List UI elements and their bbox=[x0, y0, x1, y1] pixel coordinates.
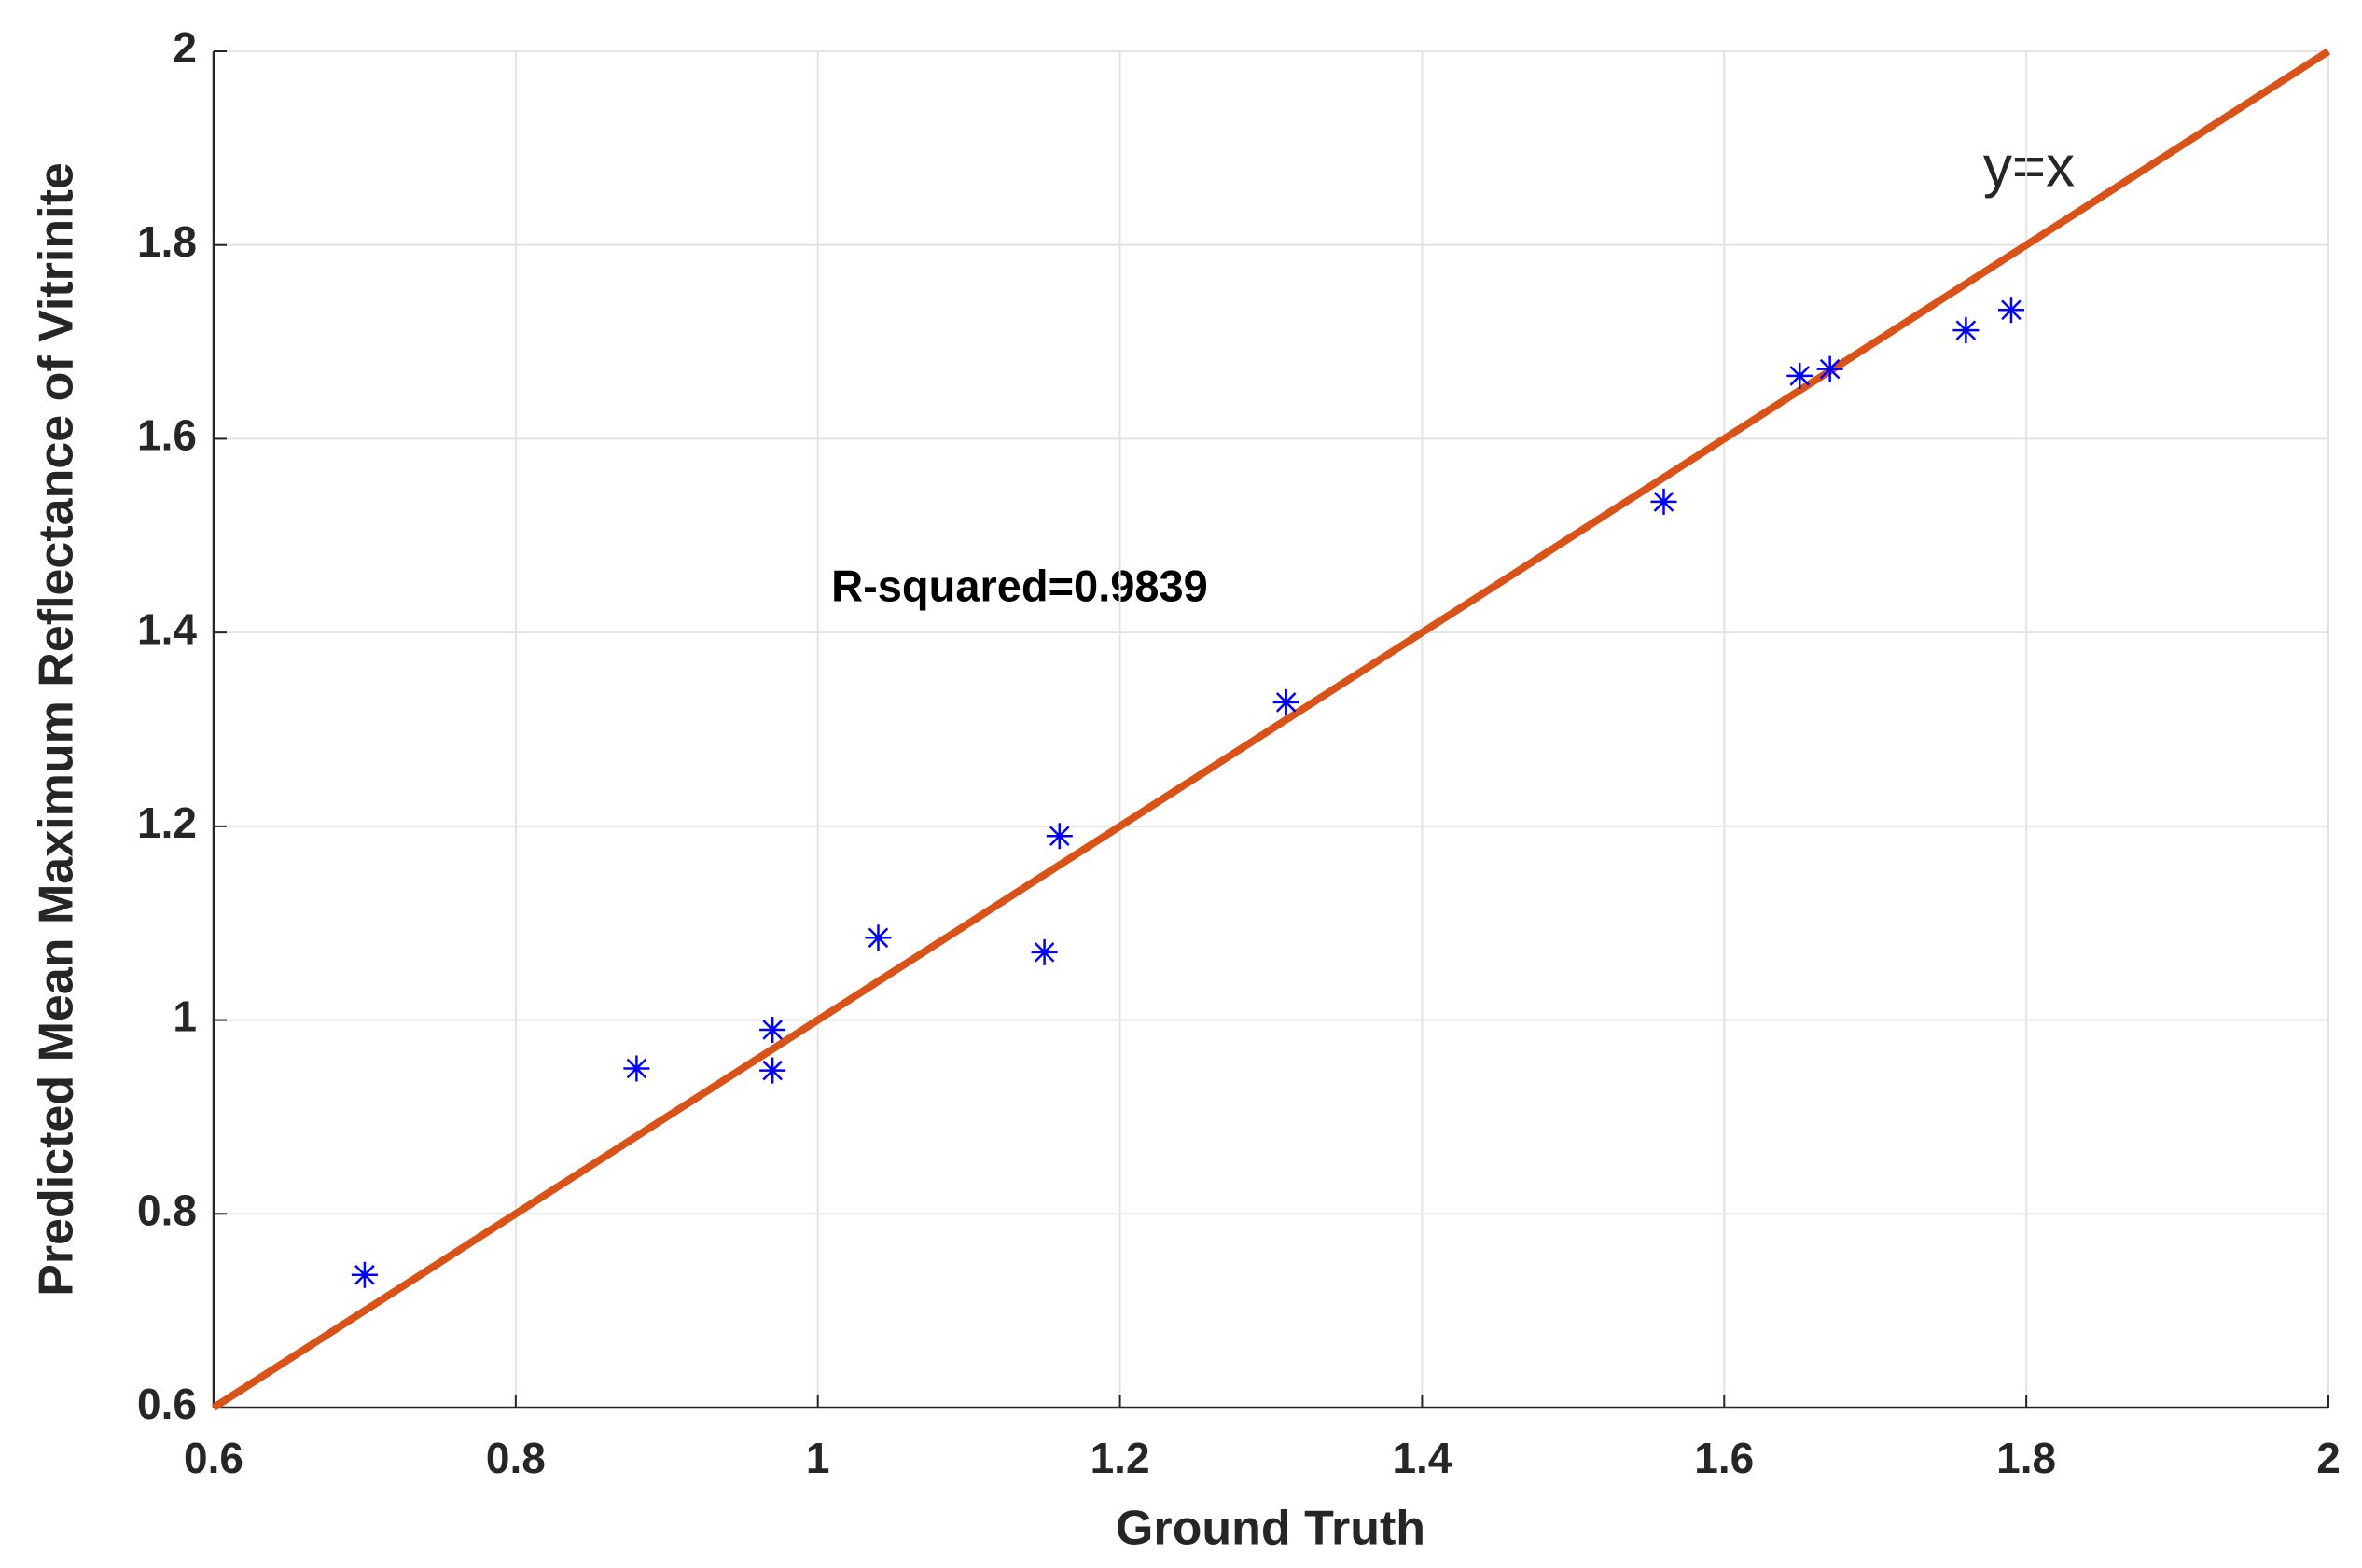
annotation: R-squared=0.9839 bbox=[831, 561, 1208, 610]
x-tick-label: 1 bbox=[806, 1434, 830, 1482]
marker bbox=[1031, 938, 1058, 965]
marker bbox=[351, 1261, 378, 1288]
x-tick-label: 1.2 bbox=[1091, 1434, 1150, 1482]
x-tick-label: 1.4 bbox=[1392, 1434, 1452, 1482]
x-tick-label: 2 bbox=[2316, 1434, 2341, 1482]
x-axis-label: Ground Truth bbox=[1116, 1502, 1425, 1556]
y-tick-label: 0.6 bbox=[137, 1380, 197, 1428]
x-tick-label: 1.6 bbox=[1694, 1434, 1754, 1482]
marker bbox=[1786, 362, 1813, 389]
reference-line bbox=[211, 48, 2331, 1411]
marker bbox=[1952, 317, 1980, 344]
marker bbox=[1816, 355, 1843, 382]
y-tick-label: 0.8 bbox=[137, 1186, 197, 1234]
marker bbox=[759, 1016, 786, 1043]
x-tick-label: 1.8 bbox=[1996, 1434, 2056, 1482]
y-tick-label: 1.4 bbox=[137, 604, 197, 653]
marker bbox=[1997, 297, 2024, 324]
y-axis-label: Predicted Mean Maximum Reflectance of Vi… bbox=[30, 162, 84, 1297]
marker bbox=[1046, 823, 1073, 850]
marker bbox=[759, 1057, 786, 1084]
y-tick-label: 1.8 bbox=[137, 217, 197, 266]
y-tick-label: 2 bbox=[173, 23, 197, 72]
x-tick-label: 0.8 bbox=[486, 1434, 546, 1482]
y-tick-label: 1.2 bbox=[137, 798, 197, 847]
annotation: y=x bbox=[1983, 134, 2075, 199]
marker bbox=[865, 924, 892, 951]
marker bbox=[623, 1055, 650, 1082]
x-tick-label: 0.6 bbox=[184, 1434, 243, 1482]
marker bbox=[1272, 688, 1299, 715]
marker bbox=[1650, 488, 1677, 515]
y-tick-label: 1 bbox=[173, 992, 197, 1041]
y-tick-label: 1.6 bbox=[137, 411, 197, 460]
